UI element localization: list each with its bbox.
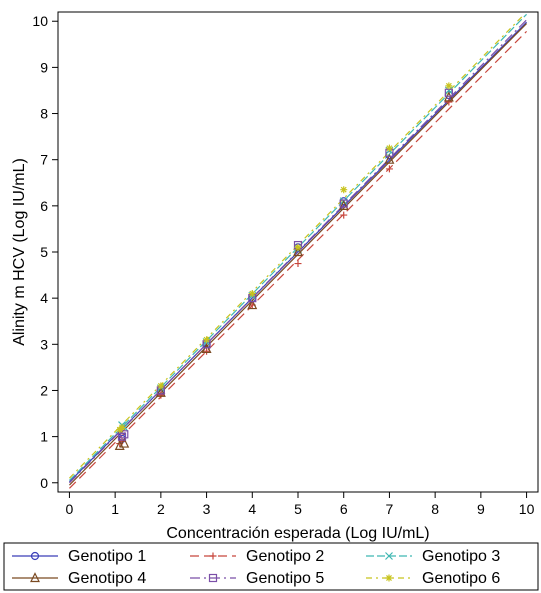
- legend-marker-1: [30, 551, 40, 561]
- x-axis-title: Concentración esperada (Log IU/mL): [166, 525, 429, 542]
- legend-marker-4: [30, 572, 40, 583]
- legend-label-5: Genotipo 5: [246, 570, 324, 587]
- legend-label-3: Genotipo 3: [422, 548, 500, 565]
- x-tick-label-9: 9: [477, 501, 485, 517]
- data-points: [114, 82, 454, 450]
- point-series-2-9: [445, 98, 453, 106]
- legend-marker-5: [208, 573, 218, 583]
- y-axis: 0 1 2 3 4 5 6 7 8 9 10: [32, 13, 58, 491]
- y-tick-label-1: 1: [40, 429, 48, 445]
- y-tick-label-0: 0: [40, 475, 48, 491]
- x-tick-label-0: 0: [66, 501, 74, 517]
- point-series-6-4: [203, 336, 211, 344]
- point-series-6-3: [157, 382, 165, 390]
- point-series-2-6: [294, 260, 302, 268]
- y-tick-label-2: 2: [40, 382, 48, 398]
- y-tick-label-8: 8: [40, 106, 48, 122]
- legend-label-2: Genotipo 2: [246, 548, 324, 565]
- y-tick-label-10: 10: [32, 13, 48, 29]
- fit-line-2: [69, 30, 527, 489]
- x-tick-label-2: 2: [157, 501, 165, 517]
- point-series-6-6: [294, 243, 302, 251]
- point-series-4-5: [247, 299, 258, 310]
- x-tick-label-3: 3: [203, 501, 211, 517]
- x-tick-label-8: 8: [431, 501, 439, 517]
- legend-marker-2: [209, 552, 217, 560]
- x-tick-label-1: 1: [111, 501, 119, 517]
- y-tick-label-5: 5: [40, 244, 48, 260]
- point-series-5-2: [120, 430, 129, 439]
- x-tick-label-7: 7: [386, 501, 394, 517]
- point-series-4-6: [293, 246, 303, 257]
- x-tick-label-10: 10: [519, 501, 535, 517]
- y-tick-label-9: 9: [40, 59, 48, 75]
- point-series-2-3: [157, 391, 165, 399]
- x-tick-label-4: 4: [248, 501, 256, 517]
- legend-frame: [3, 542, 539, 591]
- legend-label-1: Genotipo 1: [68, 548, 146, 565]
- point-series-6-5: [248, 290, 256, 298]
- point-series-2-7: [340, 211, 348, 219]
- point-series-2-4: [203, 347, 211, 355]
- point-series-6-8: [385, 144, 393, 152]
- y-tick-label-3: 3: [40, 336, 48, 352]
- y-axis-title: Alinity m HCV (Log IU/mL): [11, 158, 28, 346]
- legend-label-6: Genotipo 6: [422, 570, 500, 587]
- y-tick-label-6: 6: [40, 198, 48, 214]
- y-tick-label-4: 4: [40, 290, 48, 306]
- legend-label-4: Genotipo 4: [68, 570, 146, 587]
- point-series-5-7: [339, 199, 348, 208]
- point-series-6-7: [340, 186, 348, 194]
- legend-marker-6: [385, 574, 393, 582]
- point-series-4-2: [119, 437, 130, 448]
- point-series-5-1: [117, 432, 127, 441]
- x-tick-label-6: 6: [340, 501, 348, 517]
- legend: Genotipo 1 Genotipo 2 Genotipo 3 Genotipo 4…: [12, 548, 500, 587]
- x-tick-label-5: 5: [294, 501, 302, 517]
- x-axis: 0 1 2 3 4 5 6 7 8 9 10: [66, 492, 535, 517]
- point-series-4-8: [384, 153, 395, 164]
- point-series-4-4: [201, 343, 212, 354]
- legend-marker-3: [385, 552, 393, 560]
- point-series-4-3: [155, 386, 166, 397]
- point-series-4-9: [443, 91, 454, 102]
- point-series-2-8: [385, 165, 393, 173]
- y-tick-label-7: 7: [40, 152, 48, 168]
- point-series-6-2: [118, 423, 126, 431]
- point-series-6-9: [445, 82, 453, 90]
- point-series-4-7: [338, 200, 349, 210]
